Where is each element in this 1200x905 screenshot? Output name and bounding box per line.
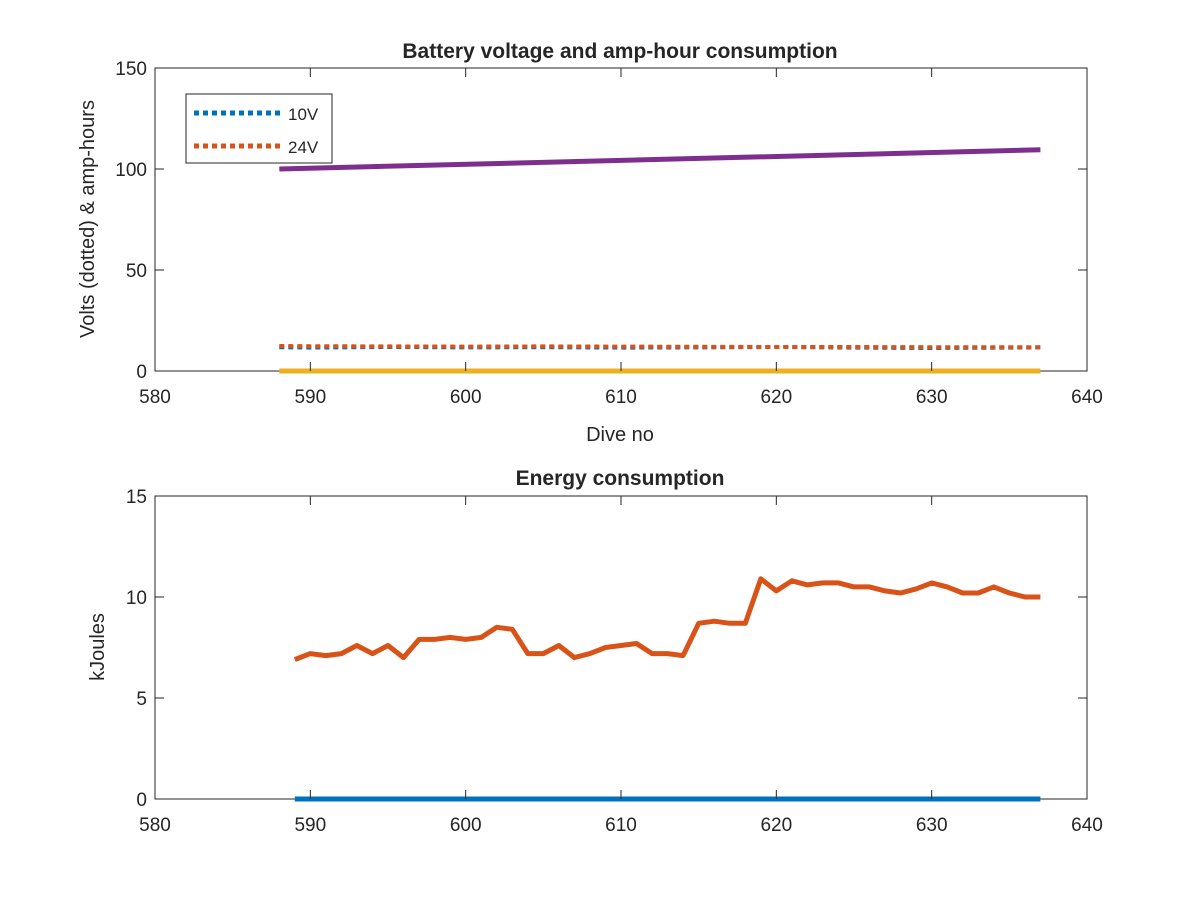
x-tick-label: 640 bbox=[1071, 387, 1103, 408]
x-tick-label: 600 bbox=[450, 387, 482, 408]
x-tick-label: 630 bbox=[916, 815, 948, 836]
legend-label-10v: 10V bbox=[288, 105, 319, 124]
x-axis: 580 590 600 610 620 630 640 bbox=[139, 68, 1103, 408]
y-axis: 0 50 100 150 bbox=[115, 59, 1087, 383]
series-line-1 bbox=[293, 576, 1041, 662]
y-tick-label: 0 bbox=[136, 790, 147, 811]
energy-chart: Energy consumption 580 590 600 610 620 630 640… bbox=[87, 467, 1103, 836]
series-layer bbox=[293, 576, 1041, 802]
x-tick-label: 630 bbox=[916, 387, 948, 408]
x-tick-label: 620 bbox=[760, 387, 792, 408]
legend: 10V 24V bbox=[185, 93, 333, 164]
x-tick-label: 590 bbox=[294, 815, 326, 836]
x-axis: 580 590 600 610 620 630 640 bbox=[139, 496, 1103, 836]
x-tick-label: 600 bbox=[450, 815, 482, 836]
y-axis-label: kJoules bbox=[87, 613, 109, 681]
x-tick-label: 580 bbox=[139, 815, 171, 836]
y-tick-label: 10 bbox=[126, 588, 147, 609]
x-tick-label: 590 bbox=[294, 387, 326, 408]
series-line-3 bbox=[279, 147, 1041, 172]
legend-box bbox=[185, 93, 333, 164]
y-tick-label: 0 bbox=[136, 362, 147, 383]
x-axis-label: Dive no bbox=[586, 424, 654, 446]
x-tick-label: 640 bbox=[1071, 815, 1103, 836]
series-line-24v bbox=[279, 344, 1041, 350]
x-tick-label: 610 bbox=[605, 815, 637, 836]
y-tick-label: 15 bbox=[126, 487, 147, 508]
series-layer bbox=[279, 147, 1041, 374]
x-tick-label: 620 bbox=[760, 815, 792, 836]
voltage-chart: Battery voltage and amp-hour consumption… bbox=[77, 40, 1103, 446]
y-tick-label: 5 bbox=[136, 689, 147, 710]
x-tick-label: 610 bbox=[605, 387, 637, 408]
y-tick-label: 150 bbox=[115, 59, 147, 80]
chart-title: Battery voltage and amp-hour consumption bbox=[402, 40, 837, 63]
y-tick-label: 50 bbox=[126, 261, 147, 282]
y-axis-label: Volts (dotted) & amp-hours bbox=[77, 100, 99, 338]
x-tick-label: 580 bbox=[139, 387, 171, 408]
y-tick-label: 100 bbox=[115, 160, 147, 181]
legend-label-24v: 24V bbox=[288, 138, 319, 157]
chart-title: Energy consumption bbox=[516, 467, 725, 490]
y-axis: 0 5 10 15 bbox=[126, 487, 1087, 811]
